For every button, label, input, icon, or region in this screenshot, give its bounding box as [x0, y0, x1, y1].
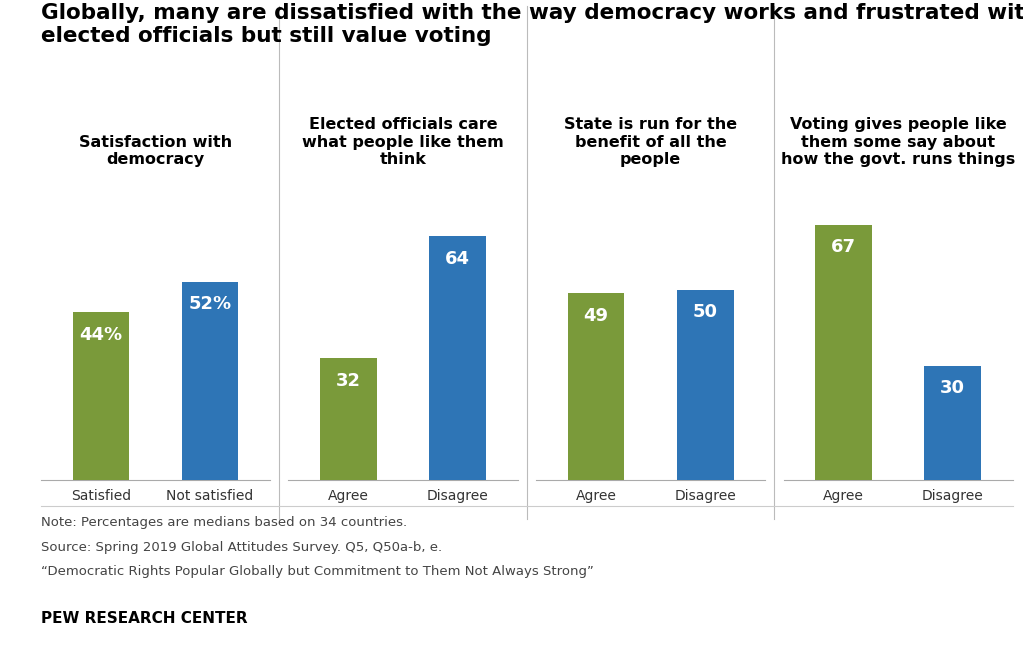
- Bar: [73, 312, 129, 480]
- Text: 52%: 52%: [188, 295, 231, 313]
- Bar: [677, 289, 733, 480]
- Title: Elected officials care
what people like them
think: Elected officials care what people like …: [302, 117, 504, 167]
- Text: Globally, many are dissatisfied with the way democracy works and frustrated with: Globally, many are dissatisfied with the…: [41, 3, 1023, 47]
- Text: 32: 32: [336, 372, 361, 389]
- Text: 44%: 44%: [80, 326, 123, 344]
- Text: Note: Percentages are medians based on 34 countries.: Note: Percentages are medians based on 3…: [41, 516, 407, 529]
- Text: 50: 50: [693, 303, 718, 321]
- Text: 30: 30: [940, 379, 966, 397]
- Bar: [320, 358, 376, 480]
- Text: 67: 67: [831, 238, 856, 256]
- Bar: [182, 282, 238, 480]
- Bar: [430, 236, 486, 480]
- Title: Satisfaction with
democracy: Satisfaction with democracy: [79, 135, 232, 167]
- Text: PEW RESEARCH CENTER: PEW RESEARCH CENTER: [41, 611, 248, 626]
- Bar: [568, 293, 624, 480]
- Bar: [925, 366, 981, 480]
- Title: State is run for the
benefit of all the
people: State is run for the benefit of all the …: [564, 117, 738, 167]
- Text: 49: 49: [583, 307, 609, 324]
- Title: Voting gives people like
them some say about
how the govt. runs things: Voting gives people like them some say a…: [781, 117, 1015, 167]
- Bar: [815, 225, 872, 480]
- Text: “Democratic Rights Popular Globally but Commitment to Them Not Always Strong”: “Democratic Rights Popular Globally but …: [41, 565, 593, 578]
- Text: 64: 64: [445, 250, 471, 267]
- Text: Source: Spring 2019 Global Attitudes Survey. Q5, Q50a-b, e.: Source: Spring 2019 Global Attitudes Sur…: [41, 541, 442, 554]
